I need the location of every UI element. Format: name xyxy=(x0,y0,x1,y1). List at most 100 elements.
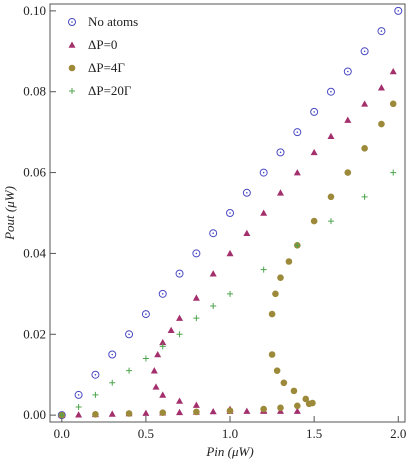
legend-marker xyxy=(68,64,76,72)
marker-ring xyxy=(242,188,251,197)
point xyxy=(268,351,276,358)
marker-dot xyxy=(77,394,80,396)
point xyxy=(377,27,386,36)
point xyxy=(290,387,298,395)
point xyxy=(125,410,133,417)
point xyxy=(344,169,352,176)
point xyxy=(361,100,369,107)
point xyxy=(176,331,183,338)
marker-dot xyxy=(380,30,383,32)
legend-marker xyxy=(68,41,76,48)
point xyxy=(280,379,288,387)
marker-ring xyxy=(394,6,403,15)
marker-dot xyxy=(128,333,130,336)
point xyxy=(193,408,200,416)
marker-ring xyxy=(310,107,319,116)
point xyxy=(277,274,284,281)
marker-dot xyxy=(397,10,400,12)
point xyxy=(209,407,217,415)
marker-dot xyxy=(178,272,181,275)
point xyxy=(327,218,334,225)
point xyxy=(159,338,167,346)
point xyxy=(75,411,83,418)
x-tick-label: 1.0 xyxy=(222,426,238,441)
marker-dot xyxy=(363,50,366,53)
point xyxy=(327,193,335,201)
marker-ring xyxy=(192,249,201,258)
y-tick-label: 0.08 xyxy=(23,84,46,99)
marker-ring xyxy=(108,350,117,359)
point xyxy=(302,395,310,403)
marker-ring xyxy=(141,310,150,319)
point xyxy=(167,326,175,334)
point xyxy=(159,343,166,350)
point xyxy=(344,116,352,123)
point xyxy=(260,266,267,273)
point xyxy=(126,367,133,374)
point xyxy=(360,47,369,56)
point xyxy=(75,404,82,411)
marker-dot xyxy=(296,131,299,133)
point xyxy=(159,409,167,417)
marker-dot xyxy=(229,212,231,214)
marker-ring xyxy=(226,209,235,217)
point xyxy=(74,390,83,399)
point xyxy=(285,258,293,265)
point xyxy=(176,408,184,416)
y-axis-label: Pout (μW) xyxy=(2,186,17,241)
point xyxy=(193,315,200,322)
point xyxy=(260,209,268,216)
marker-dot xyxy=(94,373,97,376)
point xyxy=(92,391,99,398)
legend-marker xyxy=(69,88,75,94)
marker-dot xyxy=(145,313,147,315)
point xyxy=(343,67,352,76)
point xyxy=(152,383,160,390)
point xyxy=(310,217,318,225)
point xyxy=(58,412,65,419)
point xyxy=(361,193,368,200)
y-tick-label: 0.00 xyxy=(23,407,46,422)
y-tick-label: 0.06 xyxy=(23,165,46,180)
plot-frame xyxy=(49,3,406,423)
point xyxy=(309,399,316,407)
marker-dot xyxy=(346,70,349,73)
marker-ring xyxy=(360,47,369,56)
marker-dot xyxy=(161,293,164,295)
marker-ring xyxy=(326,87,335,96)
marker-ring xyxy=(175,269,184,278)
point xyxy=(209,229,218,238)
point xyxy=(226,209,235,217)
point xyxy=(389,68,397,75)
point xyxy=(327,132,335,139)
marker-ring xyxy=(158,289,167,298)
marker-dot xyxy=(262,171,265,174)
point xyxy=(277,404,284,412)
point xyxy=(142,409,150,416)
marker-dot xyxy=(279,151,282,154)
marker-dot xyxy=(246,191,248,194)
marker-ring xyxy=(343,67,352,76)
point xyxy=(176,397,184,404)
point xyxy=(125,330,134,339)
marker-ring xyxy=(259,168,268,177)
point xyxy=(142,355,149,362)
point xyxy=(242,188,251,197)
marker-dot xyxy=(71,21,73,23)
point xyxy=(192,401,200,408)
point xyxy=(243,407,251,414)
x-tick-label: 2.0 xyxy=(390,426,406,441)
point xyxy=(293,128,302,137)
y-tick-label: 0.02 xyxy=(23,326,46,341)
point xyxy=(226,407,234,414)
point xyxy=(293,407,301,414)
legend-marker xyxy=(68,18,76,26)
point xyxy=(273,367,281,374)
marker-dot xyxy=(195,252,198,255)
point xyxy=(150,367,158,374)
marker-ring xyxy=(377,27,386,36)
point xyxy=(226,249,234,257)
marker-ring xyxy=(125,330,134,339)
point xyxy=(108,410,116,417)
